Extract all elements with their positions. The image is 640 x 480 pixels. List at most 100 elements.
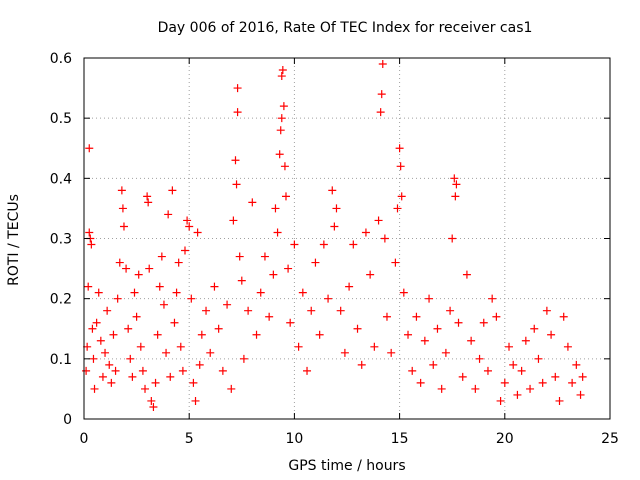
- data-point: [90, 384, 99, 393]
- data-point: [303, 366, 312, 375]
- y-tick-label: 0.3: [50, 232, 72, 248]
- data-point: [475, 354, 484, 363]
- data-point: [132, 312, 141, 321]
- data-point: [307, 306, 316, 315]
- data-point: [180, 246, 189, 255]
- data-point: [185, 222, 194, 231]
- data-point: [496, 396, 505, 405]
- data-point: [488, 294, 497, 303]
- data-point: [89, 354, 98, 363]
- data-point: [446, 306, 455, 315]
- data-point: [88, 324, 97, 333]
- data-point: [279, 102, 288, 111]
- data-point: [391, 258, 400, 267]
- data-point: [483, 366, 492, 375]
- data-point: [214, 324, 223, 333]
- y-tick-label: 0: [63, 412, 72, 428]
- data-point: [92, 318, 101, 327]
- data-point: [278, 66, 287, 75]
- x-tick-label: 15: [391, 431, 409, 447]
- data-point: [526, 384, 535, 393]
- data-point: [458, 372, 467, 381]
- data-point: [420, 336, 429, 345]
- y-axis-label: ROTI / TECUs: [6, 194, 22, 286]
- data-point: [332, 204, 341, 213]
- data-point: [189, 378, 198, 387]
- data-point: [517, 366, 526, 375]
- data-point: [538, 378, 547, 387]
- data-point: [197, 330, 206, 339]
- y-tick-label: 0.6: [50, 51, 72, 67]
- data-point: [370, 342, 379, 351]
- data-point: [233, 84, 242, 93]
- data-point: [404, 330, 413, 339]
- data-point: [159, 300, 168, 309]
- data-point: [366, 270, 375, 279]
- data-point: [252, 330, 261, 339]
- x-tick-label: 25: [601, 431, 619, 447]
- data-point: [147, 396, 156, 405]
- data-point: [559, 312, 568, 321]
- data-point: [521, 336, 530, 345]
- data-point: [277, 114, 286, 123]
- data-point: [119, 222, 128, 231]
- data-point: [324, 294, 333, 303]
- data-point: [286, 318, 295, 327]
- plot-frame: [83, 57, 611, 420]
- data-point: [162, 348, 171, 357]
- data-point: [492, 312, 501, 321]
- data-point: [534, 354, 543, 363]
- data-point: [345, 282, 354, 291]
- data-point: [448, 234, 457, 243]
- data-point: [134, 270, 143, 279]
- data-point: [244, 306, 253, 315]
- data-point: [441, 348, 450, 357]
- data-point: [235, 252, 244, 261]
- data-point: [218, 366, 227, 375]
- data-point: [122, 264, 131, 273]
- data-point: [157, 252, 166, 261]
- data-point: [393, 204, 402, 213]
- data-point: [239, 354, 248, 363]
- data-point: [275, 150, 284, 159]
- data-point: [141, 384, 150, 393]
- data-point: [298, 288, 307, 297]
- data-point: [412, 312, 421, 321]
- data-point: [143, 192, 152, 201]
- data-point: [136, 342, 145, 351]
- data-point: [107, 378, 116, 387]
- data-point: [233, 108, 242, 117]
- data-point: [94, 288, 103, 297]
- data-point: [248, 198, 257, 207]
- data-point: [210, 282, 219, 291]
- data-point: [467, 336, 476, 345]
- data-point: [271, 204, 280, 213]
- data-point: [284, 264, 293, 273]
- data-point: [547, 330, 556, 339]
- data-point: [191, 396, 200, 405]
- data-point: [349, 240, 358, 249]
- data-point: [479, 318, 488, 327]
- data-point: [280, 162, 289, 171]
- data-point: [513, 390, 522, 399]
- data-point: [229, 216, 238, 225]
- data-point: [425, 294, 434, 303]
- data-point: [471, 384, 480, 393]
- data-point: [462, 270, 471, 279]
- data-point: [85, 144, 94, 153]
- data-point: [396, 162, 405, 171]
- data-point: [330, 222, 339, 231]
- y-tick-labels: 0 0.1 0.2 0.3 0.4 0.5 0.6: [50, 51, 72, 428]
- x-axis-label: GPS time / hours: [288, 458, 405, 474]
- data-point: [101, 348, 110, 357]
- data-point: [319, 240, 328, 249]
- data-point: [315, 330, 324, 339]
- data-point: [505, 342, 514, 351]
- data-point: [128, 372, 137, 381]
- data-point: [206, 348, 215, 357]
- data-point: [223, 300, 232, 309]
- data-point: [202, 306, 211, 315]
- y-tick-label: 0.1: [50, 352, 72, 368]
- x-tick-label: 20: [496, 431, 514, 447]
- data-point: [542, 306, 551, 315]
